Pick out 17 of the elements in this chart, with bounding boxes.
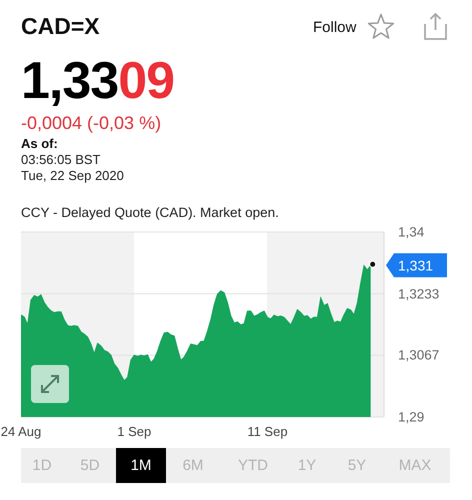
x-tick-label: 11 Sep [247,424,288,439]
x-tick-label: 24 Aug [0,424,42,439]
text: 03:56:05 BST [21,152,100,167]
text: -0,0004 (-0,03 %) [21,113,162,133]
text: 1,3309 [21,52,174,110]
y-tick-label: 1,3067 [398,348,440,363]
text: 1,331 [398,257,434,274]
chart-title: CAD=X [21,13,100,39]
text: CCY - Delayed Quote (CAD). Market open. [21,205,279,220]
x-tick-label: 1 Sep [117,424,152,439]
range-selector: 1D 5D 1M 6M YTD 1Y 5Y MAX [21,448,450,483]
text: Follow [313,19,356,36]
text: Tue, 22 Sep 2020 [21,168,124,183]
y-tick-label: 1,29 [398,410,424,424]
y-tick-label: 1,34 [398,224,425,240]
text: As of: [21,136,58,151]
y-tick-label: 1,3233 [398,286,440,302]
